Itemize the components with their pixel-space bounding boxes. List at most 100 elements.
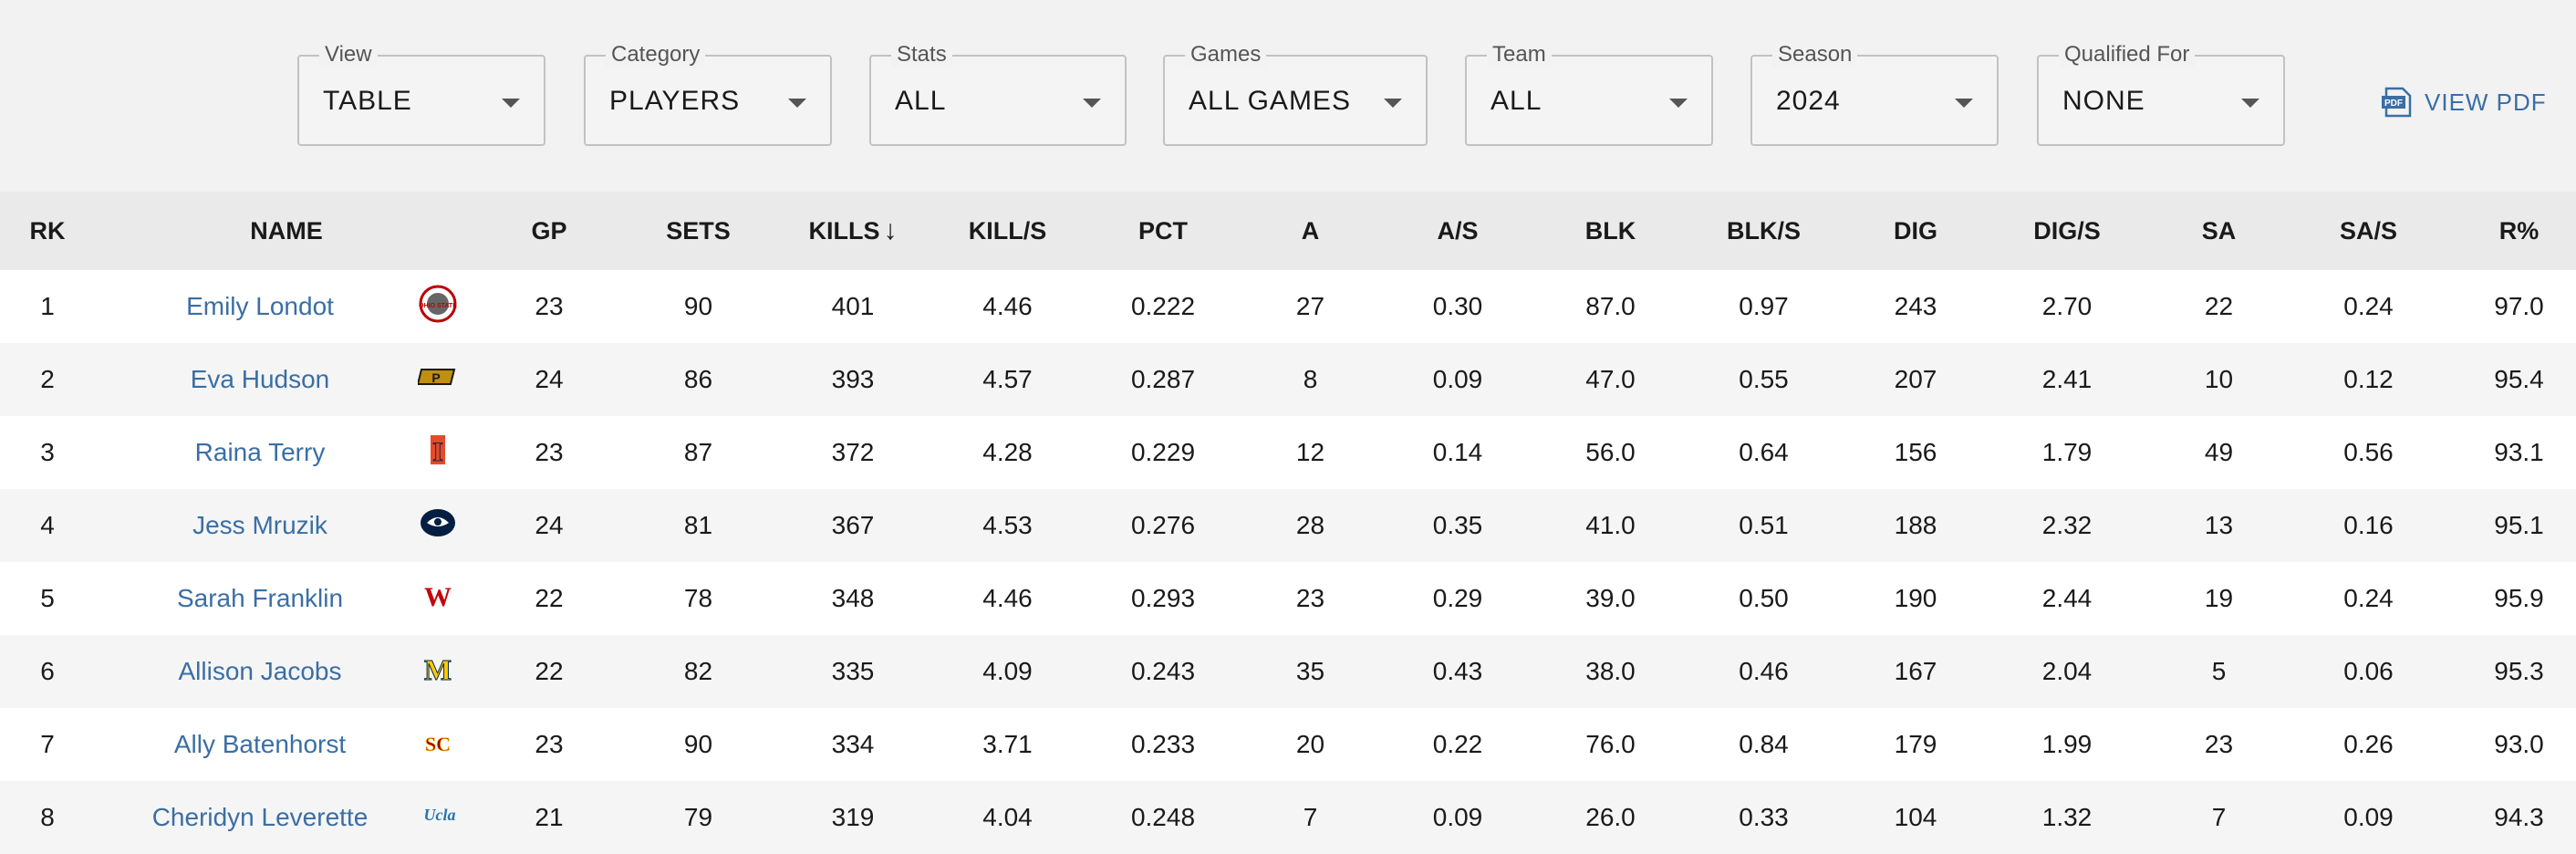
view-pdf-link[interactable]: PDF VIEW PDF: [2381, 84, 2547, 120]
stat-gp-cell: 21: [535, 803, 564, 831]
col-header-a-s[interactable]: A/S: [1437, 216, 1479, 245]
stat-sa-cell: 7: [2211, 803, 2227, 831]
col-header-blk-s[interactable]: BLK/S: [1727, 216, 1801, 245]
team-select[interactable]: Team ALL: [1465, 42, 1713, 146]
season-select[interactable]: Season 2024: [1750, 42, 1999, 146]
purdue-logo[interactable]: P: [416, 357, 458, 403]
player-name-cell: Sarah Franklin W: [95, 562, 478, 635]
stat-sa-cell: 10: [2204, 365, 2234, 393]
view-pdf-label: VIEW PDF: [2425, 88, 2547, 116]
player-name-link[interactable]: Emily Londot: [186, 292, 334, 320]
rank-cell: 8: [40, 803, 55, 831]
col-header-gp[interactable]: GP: [531, 216, 567, 245]
pdf-icon-text: PDF: [2384, 99, 2403, 109]
view-select-value: TABLE: [323, 86, 412, 116]
stat-blk-s-cell: 0.51: [1739, 511, 1789, 539]
player-name-cell: Eva Hudson P: [95, 343, 478, 416]
stat-dig-cell: 104: [1894, 803, 1937, 831]
stat-sa-s-cell: 0.24: [2343, 292, 2394, 320]
stat-sets-cell: 87: [683, 438, 713, 466]
col-header-pct[interactable]: PCT: [1138, 216, 1188, 245]
player-name-link[interactable]: Jess Mruzik: [192, 511, 327, 539]
stat-blk-s-cell: 0.64: [1739, 438, 1789, 466]
player-name-cell: Jess Mruzik: [95, 489, 478, 562]
stat-sa-cell: 5: [2211, 657, 2227, 685]
col-header-dig[interactable]: DIG: [1893, 216, 1937, 245]
player-stats-table: RK NAME GP SETS KILLS ↓ KILL/S PCT A A/S …: [0, 192, 2576, 854]
ohio-state-logo[interactable]: OHIO STATE: [418, 284, 458, 330]
penn-state-logo[interactable]: [418, 503, 458, 549]
stats-select[interactable]: Stats ALL: [869, 42, 1127, 146]
illinois-logo-text: I: [432, 437, 443, 467]
stat-sets-cell: 82: [683, 657, 713, 685]
season-select-value: 2024: [1776, 86, 1841, 116]
table-row: 7 Ally Batenhorst SC 23 90 334 3.71 0.233 20 0.22…: [0, 708, 2576, 781]
wisconsin-logo[interactable]: W: [418, 576, 458, 622]
col-header-name[interactable]: NAME: [250, 216, 323, 245]
player-name-link[interactable]: Allison Jacobs: [178, 657, 342, 685]
table-row: 5 Sarah Franklin W 22 78 348 4.46 0.293 23 0.29 39…: [0, 562, 2576, 635]
stat-sa-s-cell: 0.24: [2343, 584, 2394, 612]
stat-blk-cell: 26.0: [1585, 803, 1636, 831]
stat-a-s-cell: 0.22: [1432, 730, 1483, 758]
col-header-rk[interactable]: RK: [29, 216, 66, 245]
col-header-kills[interactable]: KILLS ↓: [776, 192, 930, 270]
stat-kill-s-cell: 4.57: [982, 365, 1033, 393]
player-name-link[interactable]: Raina Terry: [194, 438, 326, 466]
view-select[interactable]: View TABLE: [297, 42, 545, 146]
team-select-label: Team: [1487, 42, 1552, 68]
table-row: 2 Eva Hudson P 24 86 393 4.57 0.287 8 0.09 47.0 0.5…: [0, 343, 2576, 416]
table-header-row: RK NAME GP SETS KILLS ↓ KILL/S PCT A A/S …: [0, 192, 2576, 270]
stat-kill-s-cell: 4.09: [982, 657, 1033, 685]
player-name-link[interactable]: Cheridyn Leverette: [151, 803, 369, 831]
ucla-logo[interactable]: Ucla: [418, 795, 462, 841]
player-name-link[interactable]: Ally Batenhorst: [173, 730, 347, 758]
stat-sa-s-cell: 0.12: [2343, 365, 2394, 393]
stat-gp-cell: 22: [535, 657, 564, 685]
stat-a-s-cell: 0.35: [1432, 511, 1483, 539]
usc-logo[interactable]: SC: [418, 722, 458, 768]
stat-dig-cell: 156: [1894, 438, 1937, 466]
stat-dig-s-cell: 1.79: [2041, 438, 2093, 466]
qualified-for-select[interactable]: Qualified For NONE: [2037, 42, 2285, 146]
illinois-logo[interactable]: I: [418, 430, 458, 476]
michigan-logo[interactable]: M: [418, 649, 458, 695]
ucla-logo-text: Ucla: [424, 806, 456, 824]
arrow-down-icon: ↓: [883, 215, 898, 245]
stat-r-pct-cell: 93.1: [2494, 438, 2544, 466]
stat-dig-cell: 207: [1894, 365, 1937, 393]
stats-select-value: ALL: [895, 86, 947, 116]
stat-sa-cell: 13: [2204, 511, 2234, 539]
stat-r-pct-cell: 95.1: [2494, 511, 2544, 539]
stat-dig-cell: 179: [1894, 730, 1937, 758]
col-header-r-pct[interactable]: R%: [2498, 216, 2540, 245]
games-select[interactable]: Games ALL GAMES: [1163, 42, 1428, 146]
col-header-a[interactable]: A: [1301, 216, 1320, 245]
col-header-blk[interactable]: BLK: [1584, 216, 1636, 245]
stat-dig-cell: 188: [1894, 511, 1937, 539]
player-name-link[interactable]: Eva Hudson: [190, 365, 330, 393]
col-header-kill-s[interactable]: KILL/S: [968, 216, 1047, 245]
col-header-sa[interactable]: SA: [2201, 216, 2237, 245]
usc-logo-text: SC: [425, 733, 451, 755]
stat-kill-s-cell: 4.28: [982, 438, 1033, 466]
player-name-link[interactable]: Sarah Franklin: [176, 584, 344, 612]
stat-a-s-cell: 0.14: [1432, 438, 1483, 466]
games-select-value: ALL GAMES: [1189, 86, 1351, 116]
stat-r-pct-cell: 95.9: [2494, 584, 2544, 612]
col-header-sets[interactable]: SETS: [666, 216, 731, 245]
stat-dig-s-cell: 1.32: [2041, 803, 2093, 831]
stat-blk-s-cell: 0.84: [1739, 730, 1789, 758]
category-select-label: Category: [606, 42, 706, 68]
stat-kills-cell: 348: [831, 584, 875, 612]
col-header-sa-s[interactable]: SA/S: [2339, 216, 2398, 245]
stat-kills-cell: 334: [831, 730, 875, 758]
stat-blk-cell: 87.0: [1585, 292, 1636, 320]
view-select-label: View: [319, 42, 378, 68]
category-select[interactable]: Category PLAYERS: [584, 42, 832, 146]
table-row: 4 Jess Mruzik 24 81 367 4.53 0.276 28 0.35 41.0 0.…: [0, 489, 2576, 562]
stat-blk-cell: 41.0: [1585, 511, 1636, 539]
col-header-dig-s[interactable]: DIG/S: [2033, 216, 2101, 245]
pdf-icon: PDF: [2382, 87, 2412, 118]
filter-bar: View TABLE Category PLAYERS Stats ALL Ga…: [0, 0, 2576, 192]
